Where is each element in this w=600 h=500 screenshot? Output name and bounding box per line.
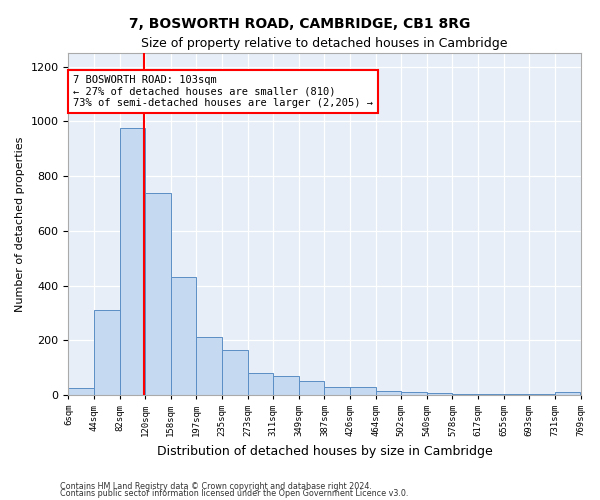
Bar: [222, 350, 248, 395]
Bar: [478, 394, 503, 395]
Bar: [68, 388, 94, 395]
X-axis label: Distribution of detached houses by size in Cambridge: Distribution of detached houses by size …: [157, 444, 493, 458]
Text: Contains public sector information licensed under the Open Government Licence v3: Contains public sector information licen…: [60, 489, 409, 498]
Title: Size of property relative to detached houses in Cambridge: Size of property relative to detached ho…: [141, 38, 508, 51]
Bar: [248, 373, 273, 395]
Text: 7 BOSWORTH ROAD: 103sqm
← 27% of detached houses are smaller (810)
73% of semi-d: 7 BOSWORTH ROAD: 103sqm ← 27% of detache…: [73, 75, 373, 108]
Bar: [427, 392, 452, 395]
Bar: [401, 392, 427, 395]
Bar: [555, 392, 580, 395]
Bar: [299, 381, 325, 395]
Bar: [325, 386, 350, 395]
Bar: [529, 394, 555, 395]
Bar: [145, 192, 171, 395]
Bar: [171, 278, 196, 395]
Text: Contains HM Land Registry data © Crown copyright and database right 2024.: Contains HM Land Registry data © Crown c…: [60, 482, 372, 491]
Bar: [350, 387, 376, 395]
Y-axis label: Number of detached properties: Number of detached properties: [15, 136, 25, 312]
Bar: [376, 391, 401, 395]
Bar: [119, 128, 145, 395]
Bar: [94, 310, 119, 395]
Bar: [452, 394, 478, 395]
Text: 7, BOSWORTH ROAD, CAMBRIDGE, CB1 8RG: 7, BOSWORTH ROAD, CAMBRIDGE, CB1 8RG: [130, 18, 470, 32]
Bar: [273, 376, 299, 395]
Bar: [503, 394, 529, 395]
Bar: [196, 338, 222, 395]
